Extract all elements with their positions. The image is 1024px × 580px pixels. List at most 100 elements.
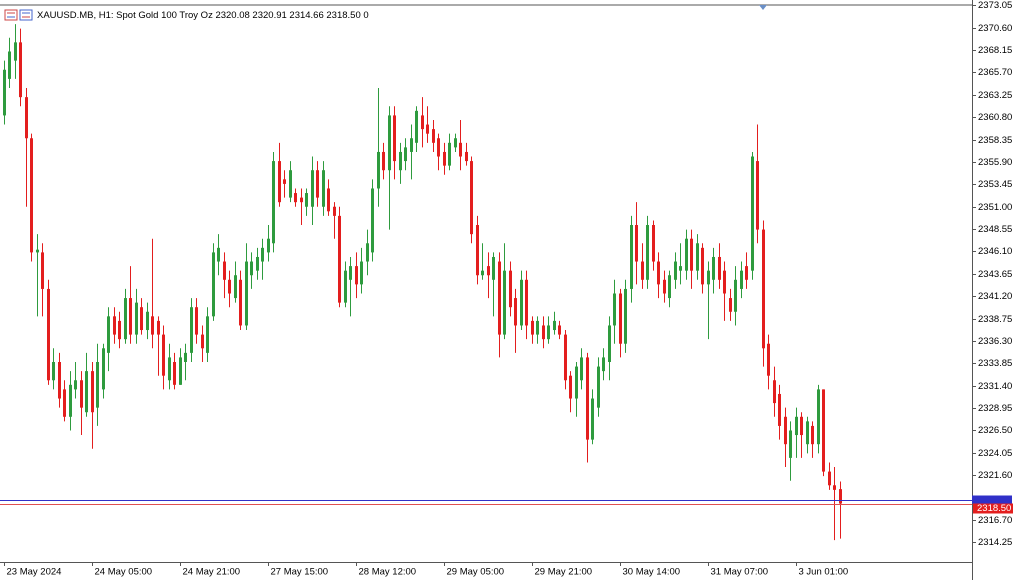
x-tick-label: 23 May 2024 <box>7 567 62 578</box>
candle-body <box>833 485 836 490</box>
x-tick-label: 24 May 05:00 <box>95 567 153 578</box>
candle-body <box>245 261 248 326</box>
candle-body <box>404 147 407 162</box>
candle-body <box>349 266 352 280</box>
candle-body <box>443 151 446 166</box>
candle-body <box>25 97 28 139</box>
candle-body <box>454 138 457 148</box>
candle-body <box>371 188 374 253</box>
candle-body <box>569 375 572 399</box>
candle-body <box>679 266 682 271</box>
candle-body <box>382 151 385 171</box>
candle-body <box>811 425 814 445</box>
candle-body <box>729 298 732 312</box>
candle-body <box>267 238 270 253</box>
candle-body <box>817 389 820 445</box>
candle-body <box>597 366 600 408</box>
candle-body <box>173 361 176 385</box>
shift-marker[interactable] <box>759 5 767 10</box>
candle-body <box>740 270 743 289</box>
candle-body <box>283 179 286 184</box>
candle-body <box>272 161 275 244</box>
candle-body <box>613 293 616 326</box>
candle-body <box>399 151 402 171</box>
candle-body <box>289 170 292 198</box>
candle-body <box>190 307 193 353</box>
candle-body <box>558 325 561 335</box>
candle-body <box>641 261 644 280</box>
candle-body <box>509 270 512 308</box>
y-tick-label: 2338.75 <box>978 314 1012 325</box>
candle-body <box>624 288 627 344</box>
candle-body <box>536 320 539 335</box>
candle-body <box>646 225 649 280</box>
candle-body <box>118 320 121 340</box>
candle-body <box>701 247 704 285</box>
y-tick-label: 2360.80 <box>978 112 1012 123</box>
candle-body <box>459 142 462 157</box>
x-tick-label: 30 May 14:00 <box>623 567 681 578</box>
candle-body <box>234 275 237 299</box>
candle-body <box>8 51 11 79</box>
y-tick-label: 2314.25 <box>978 537 1012 548</box>
x-tick-label: 29 May 05:00 <box>447 567 505 578</box>
candle-body <box>437 138 440 157</box>
candle-body <box>751 156 754 271</box>
candle-body <box>85 371 88 413</box>
candle-body <box>476 225 479 276</box>
candle-body <box>179 357 182 385</box>
candle-body <box>800 416 803 436</box>
y-tick-label: 2358.35 <box>978 135 1012 146</box>
candle-body <box>333 206 336 216</box>
candle-body <box>360 261 363 285</box>
candle-body <box>228 279 231 294</box>
candle-body <box>745 266 748 280</box>
candle-body <box>514 298 517 326</box>
candle-body <box>525 279 528 326</box>
y-tick-label: 2365.70 <box>978 67 1012 78</box>
candle-body <box>520 279 523 326</box>
x-tick-label: 29 May 21:00 <box>535 567 593 578</box>
y-tick-label: 2368.15 <box>978 45 1012 56</box>
candle-body <box>96 361 99 408</box>
y-tick-label: 2370.60 <box>978 23 1012 34</box>
candle-body <box>14 42 17 61</box>
candle-body <box>223 261 226 280</box>
candle-body <box>481 270 484 276</box>
candle-body <box>107 316 110 353</box>
candle-body <box>36 249 39 253</box>
candle-body <box>316 170 319 198</box>
candle-body <box>393 115 396 162</box>
candle-body <box>63 389 66 417</box>
y-tick-label: 2336.30 <box>978 336 1012 347</box>
candle-body <box>58 361 61 399</box>
candle-body <box>322 170 325 207</box>
candle-body <box>113 316 116 335</box>
candle-body <box>344 270 347 303</box>
candle-body <box>542 325 545 340</box>
candle-body <box>102 348 105 390</box>
candle-body <box>498 261 501 335</box>
candle-body <box>388 115 391 171</box>
candle-body <box>256 256 259 271</box>
x-tick-label: 28 May 12:00 <box>359 567 417 578</box>
candle-body <box>553 320 556 331</box>
candle-body <box>756 161 759 230</box>
candle-body <box>839 489 842 504</box>
y-tick-label: 2333.85 <box>978 358 1012 369</box>
candle-body <box>327 188 330 212</box>
candle-body <box>712 256 715 280</box>
candle-body <box>305 193 308 207</box>
candle-body <box>311 170 314 207</box>
candle-body <box>124 298 127 340</box>
candle-body <box>140 307 143 331</box>
candle-body <box>239 279 242 326</box>
candle-body <box>410 138 413 152</box>
bid-label: 2318.50 <box>977 503 1011 514</box>
candle-body <box>685 238 688 271</box>
candle-body <box>195 307 198 335</box>
candle-body <box>146 311 149 331</box>
y-tick-label: 2326.50 <box>978 425 1012 436</box>
candle-body <box>184 352 187 362</box>
candle-body <box>795 416 798 436</box>
